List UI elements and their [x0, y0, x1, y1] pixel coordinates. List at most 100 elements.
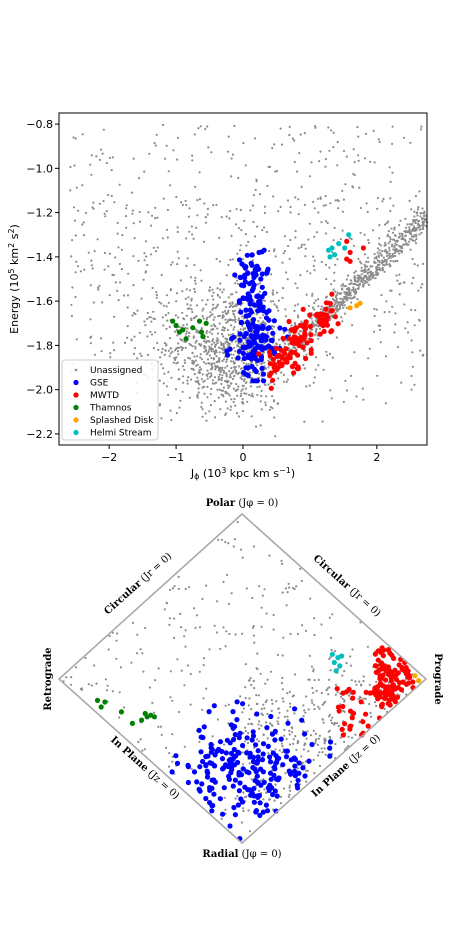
unassigned-point — [369, 278, 372, 281]
unassigned-point — [160, 363, 163, 366]
unassigned-point — [360, 262, 363, 265]
unassigned-point — [351, 324, 354, 327]
unassigned-point — [414, 195, 417, 198]
unassigned-point — [381, 249, 384, 253]
splashed-disk-point — [347, 305, 353, 311]
unassigned-point — [281, 688, 284, 691]
unassigned-point — [232, 328, 235, 331]
unassigned-point — [419, 212, 422, 215]
unassigned-point — [220, 379, 223, 382]
unassigned-point — [92, 207, 95, 210]
unassigned-point — [342, 149, 346, 152]
unassigned-point — [382, 197, 385, 201]
unassigned-point — [385, 222, 388, 225]
unassigned-point — [334, 301, 337, 304]
unassigned-point — [153, 141, 156, 145]
unassigned-point — [103, 251, 106, 255]
unassigned-point — [177, 378, 180, 381]
unassigned-point — [215, 257, 218, 261]
unassigned-point — [366, 256, 370, 259]
mwtd-point — [302, 321, 308, 327]
unassigned-point — [335, 293, 338, 296]
unassigned-point — [393, 228, 396, 231]
unassigned-point — [204, 216, 207, 219]
unassigned-point — [171, 733, 174, 736]
unassigned-point — [200, 343, 203, 346]
unassigned-point — [213, 351, 216, 354]
mwtd-point — [286, 336, 292, 342]
unassigned-point — [345, 389, 348, 392]
unassigned-point — [305, 780, 308, 783]
unassigned-point — [279, 795, 283, 799]
mwtd-point — [388, 678, 394, 684]
unassigned-point — [300, 579, 303, 583]
unassigned-point — [256, 738, 259, 741]
unassigned-point — [320, 691, 323, 695]
unassigned-point — [219, 347, 222, 350]
unassigned-point — [234, 340, 237, 343]
unassigned-point — [192, 367, 195, 370]
mwtd-point — [372, 651, 378, 657]
unassigned-point — [277, 309, 280, 312]
gse-point — [247, 750, 253, 756]
unassigned-point — [303, 203, 307, 206]
unassigned-point — [239, 376, 242, 379]
unassigned-point — [118, 716, 121, 719]
gse-point — [264, 270, 270, 276]
unassigned-point — [408, 199, 411, 202]
unassigned-point — [351, 296, 354, 300]
unassigned-point — [131, 209, 134, 212]
gse-point — [259, 365, 265, 371]
unassigned-point — [347, 744, 350, 748]
unassigned-point — [321, 703, 324, 706]
unassigned-point — [336, 258, 339, 261]
unassigned-point — [328, 266, 331, 269]
unassigned-point — [311, 320, 314, 323]
unassigned-point — [102, 199, 105, 203]
unassigned-point — [176, 346, 179, 349]
unassigned-point — [210, 372, 213, 375]
unassigned-point — [283, 342, 287, 345]
unassigned-point — [406, 223, 409, 226]
unassigned-point — [409, 141, 412, 144]
unassigned-point — [266, 737, 269, 740]
unassigned-point — [95, 155, 98, 158]
unassigned-point — [325, 295, 328, 298]
unassigned-point — [175, 362, 178, 365]
mwtd-point — [390, 685, 396, 691]
unassigned-point — [73, 164, 76, 167]
mwtd-point — [313, 312, 320, 319]
unassigned-point — [249, 677, 252, 680]
unassigned-point — [208, 340, 211, 343]
unassigned-point — [282, 380, 286, 383]
unassigned-point — [212, 357, 215, 360]
gse-point — [258, 276, 264, 282]
unassigned-point — [262, 733, 265, 737]
unassigned-point — [133, 347, 137, 350]
unassigned-point — [197, 127, 200, 130]
unassigned-point — [328, 735, 331, 739]
unassigned-point — [279, 127, 282, 130]
unassigned-point — [289, 632, 292, 636]
unassigned-point — [332, 146, 335, 149]
unassigned-point — [336, 691, 339, 694]
unassigned-point — [393, 226, 396, 229]
unassigned-point — [403, 243, 406, 246]
unassigned-point — [267, 383, 270, 386]
unassigned-point — [393, 254, 396, 257]
gse-point — [288, 771, 294, 777]
unassigned-point — [106, 684, 109, 687]
unassigned-point — [72, 206, 76, 209]
unassigned-point — [189, 672, 192, 676]
unassigned-point — [220, 332, 223, 336]
unassigned-point — [197, 387, 200, 390]
unassigned-point — [312, 703, 316, 706]
gse-point — [252, 347, 258, 353]
unassigned-point — [242, 327, 245, 330]
unassigned-point — [286, 692, 289, 695]
unassigned-point — [220, 538, 223, 541]
gse-point — [269, 785, 275, 791]
unassigned-point — [136, 357, 139, 360]
unassigned-point — [191, 310, 194, 314]
unassigned-point — [239, 695, 242, 698]
